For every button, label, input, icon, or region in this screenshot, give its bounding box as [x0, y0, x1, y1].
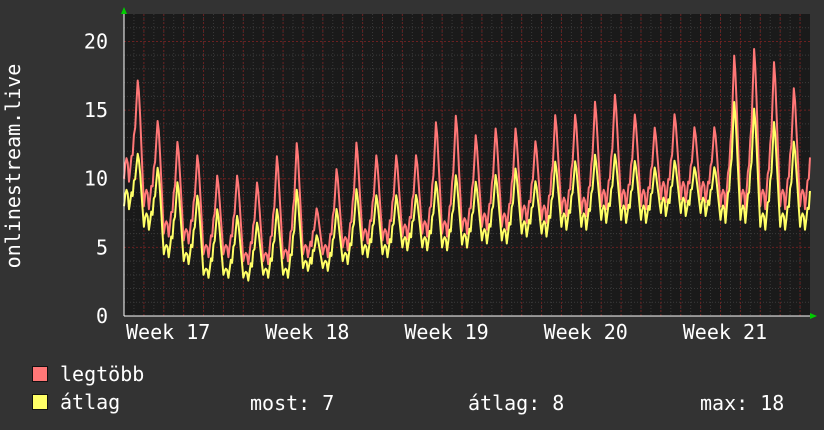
y-tick-label: 0	[96, 304, 108, 328]
stat-now: most: 7	[250, 391, 335, 415]
legend-item-atlag: átlag	[32, 390, 121, 414]
y-tick-label: 20	[84, 29, 108, 53]
y-tick-labels: 0 5 10 15 20	[84, 29, 108, 328]
y-tick-label: 5	[96, 235, 108, 259]
y-axis-arrow-icon	[121, 7, 127, 14]
stat-avg: átlag: 8	[468, 391, 565, 415]
x-tick-label: Week 17	[126, 320, 210, 344]
legend-item-legtobb: legtöbb	[32, 362, 145, 386]
x-axis-arrow-icon	[810, 313, 817, 319]
x-tick-label: Week 20	[544, 320, 628, 344]
y-tick-label: 15	[84, 98, 108, 122]
minor-grid	[124, 14, 810, 316]
legend-swatch-legtobb	[32, 366, 48, 382]
y-axis-label: onlinestream.live	[1, 64, 25, 269]
stat-max: max: 18	[700, 391, 785, 415]
legend-label-atlag: átlag	[60, 390, 121, 414]
x-tick-labels: Week 17 Week 18 Week 19 Week 20 Week 21	[126, 320, 767, 344]
x-tick-label: Week 18	[265, 320, 349, 344]
legend-label-legtobb: legtöbb	[60, 362, 145, 386]
y-tick-label: 10	[84, 167, 108, 191]
series-line-legtobb	[123, 48, 811, 266]
x-tick-label: Week 21	[683, 320, 767, 344]
legend-swatch-atlag	[32, 394, 48, 410]
x-tick-label: Week 19	[404, 320, 488, 344]
series-line-atlag	[123, 101, 811, 282]
